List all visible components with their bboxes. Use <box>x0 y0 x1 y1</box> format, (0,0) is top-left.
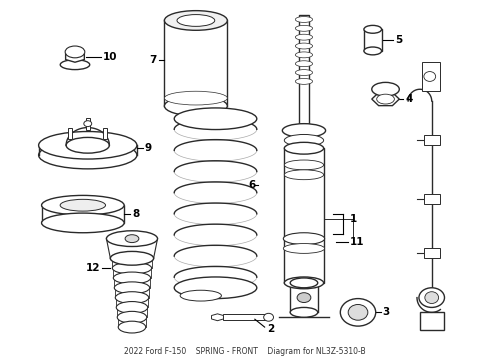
Ellipse shape <box>115 292 148 303</box>
Ellipse shape <box>66 138 109 153</box>
Ellipse shape <box>290 278 318 288</box>
Text: 5: 5 <box>395 35 403 45</box>
Polygon shape <box>372 93 399 105</box>
Ellipse shape <box>165 11 227 30</box>
Ellipse shape <box>264 313 273 321</box>
Bar <box>424 248 440 258</box>
Ellipse shape <box>284 142 323 154</box>
Bar <box>420 312 443 330</box>
Bar <box>364 29 382 51</box>
Bar <box>284 148 323 283</box>
Ellipse shape <box>295 17 313 22</box>
Bar <box>42 205 124 223</box>
Ellipse shape <box>110 252 153 264</box>
Text: 2: 2 <box>268 324 275 334</box>
Bar <box>223 314 267 320</box>
Ellipse shape <box>118 321 146 333</box>
Text: 2022 Ford F-150    SPRING - FRONT    Diagram for NL3Z-5310-B: 2022 Ford F-150 SPRING - FRONT Diagram f… <box>124 347 366 356</box>
Text: 7: 7 <box>149 55 156 65</box>
Ellipse shape <box>295 61 313 67</box>
Ellipse shape <box>174 108 257 130</box>
Ellipse shape <box>284 135 323 146</box>
Text: 12: 12 <box>86 263 100 273</box>
Bar <box>68 127 72 139</box>
Ellipse shape <box>112 262 151 274</box>
Ellipse shape <box>372 82 399 96</box>
Ellipse shape <box>341 298 376 326</box>
Bar <box>103 127 107 139</box>
Ellipse shape <box>290 307 318 317</box>
Ellipse shape <box>424 72 436 81</box>
Ellipse shape <box>177 14 215 26</box>
Text: 8: 8 <box>132 209 139 219</box>
Bar <box>299 14 309 131</box>
Ellipse shape <box>425 292 439 303</box>
Bar <box>422 62 440 91</box>
Ellipse shape <box>295 43 313 49</box>
Bar <box>424 135 440 145</box>
Ellipse shape <box>282 123 325 138</box>
Polygon shape <box>212 314 223 321</box>
Ellipse shape <box>84 121 92 127</box>
Ellipse shape <box>364 26 382 33</box>
Ellipse shape <box>174 277 257 298</box>
Ellipse shape <box>165 91 227 105</box>
Ellipse shape <box>42 213 124 233</box>
Ellipse shape <box>295 26 313 31</box>
Text: 4: 4 <box>405 94 413 104</box>
Ellipse shape <box>286 143 321 153</box>
Text: 9: 9 <box>145 143 152 153</box>
Ellipse shape <box>295 78 313 84</box>
Ellipse shape <box>283 244 324 253</box>
Ellipse shape <box>377 94 394 104</box>
Text: 11: 11 <box>350 237 365 247</box>
Ellipse shape <box>110 251 153 265</box>
Ellipse shape <box>65 46 85 58</box>
Ellipse shape <box>42 195 124 215</box>
Ellipse shape <box>284 160 323 170</box>
Ellipse shape <box>117 311 147 323</box>
Ellipse shape <box>125 235 139 243</box>
Ellipse shape <box>60 60 90 69</box>
Text: 6: 6 <box>248 180 255 190</box>
Ellipse shape <box>165 96 227 116</box>
Ellipse shape <box>39 131 137 159</box>
Text: 1: 1 <box>350 214 357 224</box>
Ellipse shape <box>284 277 323 289</box>
Ellipse shape <box>348 305 368 320</box>
Ellipse shape <box>419 288 444 307</box>
Bar <box>424 194 440 204</box>
Ellipse shape <box>106 231 157 247</box>
Ellipse shape <box>114 282 149 294</box>
Ellipse shape <box>297 293 311 302</box>
Ellipse shape <box>295 69 313 76</box>
Ellipse shape <box>295 52 313 58</box>
Bar <box>86 118 90 130</box>
Ellipse shape <box>60 199 105 211</box>
Ellipse shape <box>295 34 313 40</box>
Ellipse shape <box>116 302 147 313</box>
Polygon shape <box>66 51 84 62</box>
Ellipse shape <box>283 233 324 244</box>
Ellipse shape <box>364 47 382 55</box>
Ellipse shape <box>39 141 137 169</box>
Text: 10: 10 <box>102 52 117 62</box>
Ellipse shape <box>113 272 150 284</box>
Ellipse shape <box>180 290 221 301</box>
Text: 3: 3 <box>383 307 390 318</box>
Ellipse shape <box>284 170 323 180</box>
